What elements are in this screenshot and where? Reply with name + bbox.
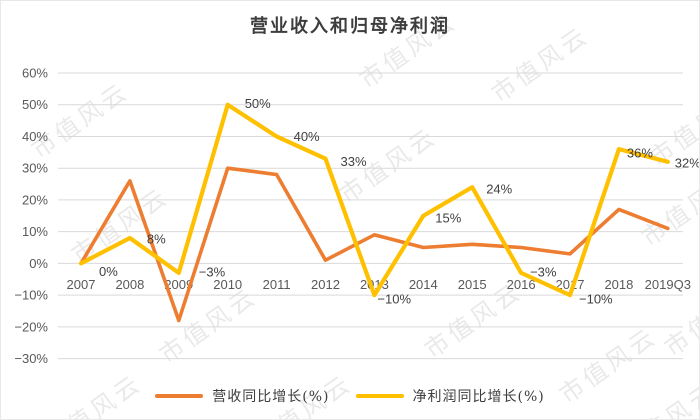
x-tick-label: 2008 <box>115 277 144 292</box>
y-tick-label: 30% <box>22 161 48 176</box>
data-label: 50% <box>245 96 271 111</box>
data-label: 24% <box>486 182 512 197</box>
legend: 营收同比增长(%) 净利润同比增长(%) <box>1 386 699 406</box>
series-line-1 <box>78 102 670 298</box>
x-tick-label: 2016 <box>507 277 536 292</box>
y-tick-label: 40% <box>22 129 48 144</box>
data-label: −3% <box>530 264 557 279</box>
series-line-0 <box>79 166 670 323</box>
legend-item-revenue: 营收同比增长(%) <box>155 386 329 406</box>
data-label: −10% <box>377 292 411 307</box>
data-label: 33% <box>341 154 367 169</box>
legend-item-net-profit: 净利润同比增长(%) <box>355 386 545 406</box>
x-tick-label: 2015 <box>458 277 487 292</box>
x-tick-label: 2011 <box>263 277 291 292</box>
y-tick-label: 20% <box>22 192 48 207</box>
y-tick-label: 50% <box>22 97 48 112</box>
data-label: 36% <box>627 146 653 161</box>
y-tick-label: 60% <box>22 66 48 81</box>
y-tick-label: −10% <box>14 288 48 303</box>
legend-label-net-profit: 净利润同比增长(%) <box>412 389 545 405</box>
net-profit-line-swatch <box>355 394 404 398</box>
y-tick-label: −30% <box>14 351 48 366</box>
data-label: −3% <box>199 264 226 279</box>
data-label: 15% <box>435 210 461 225</box>
x-tick-label: 2014 <box>409 277 438 292</box>
y-tick-label: 0% <box>29 256 48 271</box>
x-tick-label: 2018 <box>604 277 633 292</box>
x-tick-label: 2019Q3 <box>645 277 691 292</box>
x-tick-label: 2010 <box>213 277 242 292</box>
x-tick-label: 2009 <box>164 277 193 292</box>
data-label: 40% <box>294 129 320 144</box>
x-tick-label: 2007 <box>67 277 96 292</box>
data-label: 0% <box>99 264 118 279</box>
data-label: 32% <box>675 155 700 170</box>
x-tick-label: 2017 <box>556 277 585 292</box>
data-label: 8% <box>147 231 166 246</box>
chart-title: 营业收入和归母净利润 <box>250 16 450 37</box>
y-tick-label: 10% <box>22 224 48 239</box>
legend-label-revenue: 营收同比增长(%) <box>212 389 330 405</box>
x-tick-label: 2012 <box>311 277 340 292</box>
y-tick-label: −20% <box>14 319 48 334</box>
revenue-line-swatch <box>155 394 204 398</box>
data-label: −10% <box>579 292 613 307</box>
